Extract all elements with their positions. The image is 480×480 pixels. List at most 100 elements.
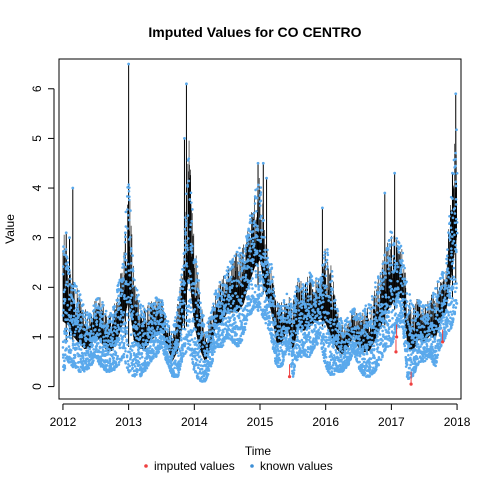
known-point: [113, 329, 116, 332]
known-point: [271, 328, 274, 332]
known-point: [187, 332, 191, 335]
known-point: [282, 298, 286, 302]
known-point: [264, 287, 267, 291]
known-point: [89, 332, 93, 335]
known-point: [312, 337, 316, 340]
known-point: [104, 366, 108, 370]
known-point: [193, 363, 197, 367]
known-point: [280, 304, 283, 308]
known-point: [193, 320, 196, 323]
known-point: [331, 275, 334, 278]
known-point: [340, 344, 343, 348]
known-point: [69, 351, 72, 355]
known-point: [276, 302, 280, 306]
known-point: [160, 337, 163, 341]
known-point: [259, 240, 263, 244]
known-point: [115, 310, 118, 314]
known-point: [314, 326, 317, 329]
known-point: [205, 331, 209, 335]
known-point: [249, 221, 253, 225]
known-point: [307, 309, 310, 313]
known-point: [284, 336, 288, 340]
known-point: [212, 348, 215, 352]
known-point: [366, 345, 369, 349]
known-point: [190, 338, 194, 341]
known-point: [255, 251, 259, 255]
known-point: [82, 342, 86, 346]
known-point: [131, 269, 135, 273]
known-point: [296, 299, 299, 302]
known-point: [222, 323, 225, 326]
known-point: [158, 342, 162, 346]
known-point: [63, 364, 67, 368]
known-point: [133, 278, 136, 282]
known-point: [237, 305, 241, 309]
known-point: [80, 319, 83, 322]
known-point: [95, 337, 99, 341]
known-point: [251, 214, 254, 217]
known-point: [228, 334, 232, 337]
known-point: [269, 302, 272, 305]
known-point: [181, 327, 185, 331]
known-point: [364, 304, 368, 307]
known-point: [240, 321, 243, 324]
known-point: [275, 304, 278, 308]
known-point: [191, 317, 195, 321]
known-point: [326, 360, 329, 364]
known-point: [86, 349, 90, 353]
known-point: [305, 338, 308, 342]
known-point: [313, 298, 316, 301]
known-point: [139, 306, 142, 310]
known-point: [215, 314, 219, 318]
known-point: [156, 325, 160, 329]
known-point: [319, 278, 322, 282]
known-point: [323, 250, 327, 254]
known-point: [244, 291, 247, 294]
known-point: [322, 263, 326, 266]
known-point: [74, 327, 78, 331]
known-point: [170, 330, 173, 334]
known-point: [295, 346, 298, 350]
known-point: [72, 301, 76, 304]
known-point: [169, 345, 172, 349]
known-point: [363, 364, 366, 368]
known-point: [256, 309, 260, 312]
known-point: [89, 314, 93, 317]
known-point: [228, 288, 232, 291]
known-point: [364, 366, 367, 370]
known-point: [326, 253, 330, 257]
known-point: [296, 332, 300, 335]
known-point: [335, 351, 339, 355]
known-point: [187, 304, 191, 307]
known-point: [152, 311, 156, 315]
known-point: [77, 301, 80, 305]
known-point: [94, 306, 98, 310]
known-point: [132, 310, 135, 313]
known-point: [209, 324, 213, 327]
known-point: [95, 347, 98, 351]
known-point: [277, 336, 281, 340]
known-point: [320, 289, 324, 292]
known-point: [262, 264, 266, 268]
known-point: [353, 308, 356, 311]
known-point: [102, 363, 105, 367]
known-point: [335, 307, 339, 311]
known-point: [238, 255, 242, 259]
known-point: [179, 299, 182, 303]
known-point: [94, 333, 98, 337]
known-point: [115, 343, 118, 346]
known-point: [177, 373, 180, 377]
known-point: [198, 355, 202, 358]
known-point: [184, 241, 187, 245]
known-point: [81, 309, 85, 313]
known-point: [226, 270, 230, 274]
known-point: [154, 313, 158, 317]
known-point: [144, 309, 148, 313]
known-point: [128, 273, 131, 277]
known-point: [162, 330, 166, 334]
known-point: [195, 351, 198, 354]
known-point: [146, 333, 150, 336]
known-point: [296, 287, 300, 290]
known-point: [117, 338, 121, 342]
known-point: [128, 235, 132, 239]
